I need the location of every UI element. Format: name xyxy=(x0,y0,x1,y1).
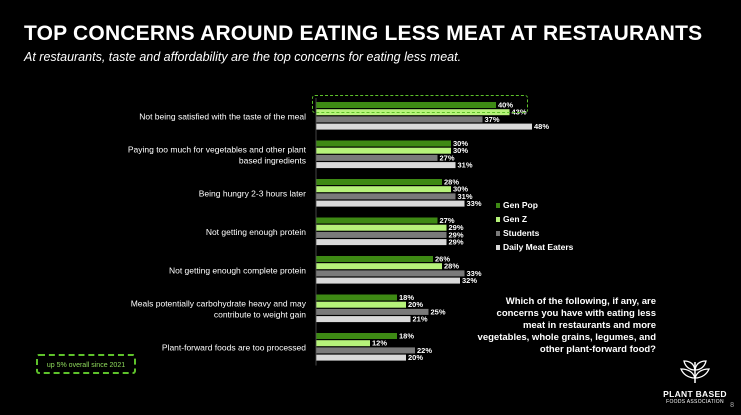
data-label: 28% xyxy=(444,178,459,187)
legend-label: Gen Z xyxy=(503,214,528,224)
legend-item-gen-z: Gen Z xyxy=(496,212,573,226)
data-label: 33% xyxy=(467,199,482,208)
page-subtitle: At restaurants, taste and affordability … xyxy=(24,50,462,64)
bar xyxy=(316,224,447,231)
data-label: 48% xyxy=(534,122,549,131)
category-label: Paying too much for vegetables and other… xyxy=(128,144,307,165)
bar xyxy=(316,270,465,277)
bar xyxy=(316,316,411,323)
data-label: 25% xyxy=(431,307,446,316)
data-label: 29% xyxy=(449,223,464,232)
legend-label: Gen Pop xyxy=(503,200,538,210)
bar xyxy=(316,179,442,185)
callout-badge: up 5% overall since 2021 xyxy=(36,354,136,374)
data-label: 21% xyxy=(413,315,428,324)
bar xyxy=(316,340,370,347)
legend-item-daily-meat-eaters: Daily Meat Eaters xyxy=(496,240,573,254)
data-label: 37% xyxy=(485,115,500,124)
data-label: 29% xyxy=(449,238,464,247)
page-number: 8 xyxy=(730,402,734,409)
data-label: 32% xyxy=(462,276,477,285)
survey-question: Which of the following, if any, are conc… xyxy=(477,296,656,355)
logo: PLANT BASED FOODS ASSOCIATION xyxy=(655,360,735,405)
bar xyxy=(316,333,397,339)
data-label: 22% xyxy=(417,346,432,355)
category-label: Not getting enough protein xyxy=(206,227,306,237)
category-label: Plant-forward foods are too processed xyxy=(162,342,306,352)
legend-label: Students xyxy=(503,228,540,238)
bar xyxy=(316,140,451,147)
data-label: 20% xyxy=(408,353,423,362)
category-label: Not being satisfied with the taste of th… xyxy=(139,111,306,121)
data-label: 18% xyxy=(399,332,414,341)
data-label: 27% xyxy=(440,153,455,162)
data-label: 26% xyxy=(435,255,450,264)
data-label: 40% xyxy=(498,101,513,110)
plant-leaf-icon xyxy=(680,360,710,383)
legend-swatch xyxy=(496,230,500,236)
data-label: 33% xyxy=(467,269,482,278)
legend-swatch xyxy=(496,216,500,222)
bar xyxy=(316,263,442,270)
bar xyxy=(316,186,451,193)
bar xyxy=(316,193,456,200)
legend-item-students: Students xyxy=(496,226,573,240)
data-label: 28% xyxy=(444,262,459,271)
highlight-box xyxy=(312,95,528,113)
legend-label: Daily Meat Eaters xyxy=(503,242,574,252)
category-label: Not getting enough complete protein xyxy=(169,265,306,275)
data-label: 30% xyxy=(453,185,468,194)
bar xyxy=(316,147,451,154)
bar xyxy=(316,162,456,169)
data-label: 31% xyxy=(458,192,473,201)
logo-text-secondary: FOODS ASSOCIATION xyxy=(666,399,724,405)
category-label: Being hungry 2-3 hours later xyxy=(199,188,306,198)
bar xyxy=(316,154,438,161)
legend-swatch xyxy=(496,244,500,250)
data-label: 30% xyxy=(453,139,468,148)
bar xyxy=(316,217,438,224)
bar xyxy=(316,256,433,262)
legend-swatch xyxy=(496,202,500,208)
data-label: 31% xyxy=(458,161,473,170)
data-label: 27% xyxy=(440,216,455,225)
data-label: 12% xyxy=(372,339,387,348)
legend-item-gen-pop: Gen Pop xyxy=(496,198,573,212)
logo-text-primary: PLANT BASED xyxy=(663,389,727,399)
chart-legend: Gen Pop Gen Z Students Daily Meat Eaters xyxy=(496,198,573,254)
data-label: 20% xyxy=(408,300,423,309)
bar xyxy=(316,116,483,123)
category-label: Meals potentially carbohydrate heavy and… xyxy=(131,298,307,319)
bar xyxy=(316,294,397,301)
bar xyxy=(316,200,465,207)
bar xyxy=(316,231,447,238)
bar xyxy=(316,354,406,361)
bar xyxy=(316,123,532,130)
data-label: 18% xyxy=(399,293,414,302)
data-label: 30% xyxy=(453,146,468,155)
data-label: 29% xyxy=(449,230,464,239)
bar xyxy=(316,239,447,246)
bar xyxy=(316,347,415,354)
page-title: TOP CONCERNS AROUND EATING LESS MEAT AT … xyxy=(24,22,703,45)
bar xyxy=(316,301,406,308)
bar xyxy=(316,102,496,108)
bar xyxy=(316,277,460,284)
bar xyxy=(316,308,429,315)
